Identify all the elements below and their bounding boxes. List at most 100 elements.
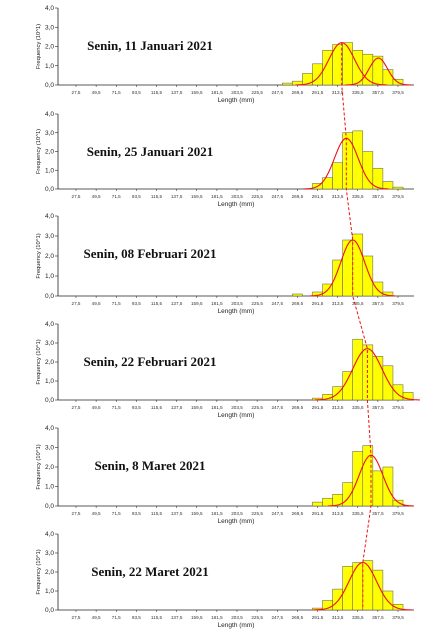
histogram-bar [392,384,404,401]
x-tick-label: 269,5 [292,405,304,410]
y-tick-label: 3,0 [45,130,54,137]
x-tick-label: 71,5 [112,194,121,199]
y-tick-label: 4,0 [45,111,54,118]
y-tick-label: 4,0 [45,425,54,432]
y-tick-label: 1,0 [45,378,54,385]
histogram-panel: 0,0 1,0 2,0 3,0 4,0 Frequency (10^1) 27,5 49,5 7… [36,321,420,419]
y-axis-label: Frequency (10^1) [36,129,42,174]
y-tick-label: 0,0 [45,293,54,300]
x-tick-label: 93,5 [132,615,141,620]
x-tick-label: 71,5 [112,301,121,306]
x-tick-label: 203,5 [231,405,243,410]
histogram-bar [362,255,374,297]
histogram-panel: 0,0 1,0 2,0 3,0 4,0 Frequency (10^1) 27,5 49,5 7… [36,425,414,525]
y-axis-label: Frequency (10^1) [36,444,42,489]
x-tick-label: 357,5 [372,405,384,410]
x-tick-label: 335,5 [352,194,364,199]
x-tick-label: 225,5 [251,511,263,516]
x-tick-label: 49,5 [92,405,101,410]
x-tick-label: 357,5 [372,90,384,95]
histogram-bar [372,356,384,401]
x-tick-label: 49,5 [92,194,101,199]
x-tick-label: 313,5 [332,194,344,199]
y-tick-label: 2,0 [45,44,54,51]
x-tick-label: 203,5 [231,90,243,95]
histogram-bar [342,132,353,190]
x-tick-label: 137,5 [171,511,183,516]
x-tick-label: 313,5 [332,301,344,306]
x-tick-label: 379,5 [392,194,404,199]
x-tick-label: 335,5 [352,615,364,620]
x-tick-label: 159,5 [191,615,203,620]
x-tick-label: 49,5 [92,615,101,620]
x-tick-label: 181,5 [211,90,223,95]
x-tick-label: 181,5 [211,511,223,516]
y-tick-label: 0,0 [45,186,54,193]
x-tick-label: 27,5 [72,405,81,410]
x-tick-label: 27,5 [72,615,81,620]
x-tick-label: 203,5 [231,615,243,620]
histogram-bar [372,281,384,297]
x-tick-label: 291,5 [312,90,324,95]
x-tick-label: 71,5 [112,511,121,516]
histogram-bar [322,497,333,507]
x-tick-label: 93,5 [132,405,141,410]
histogram-bar [372,470,384,507]
normal-fit-curve [313,561,413,611]
histogram-bar [292,293,303,297]
x-tick-label: 49,5 [92,90,101,95]
x-tick-label: 71,5 [112,615,121,620]
x-tick-label: 93,5 [132,301,141,306]
normal-fit-curve [345,57,412,86]
x-tick-label: 313,5 [332,511,344,516]
y-tick-label: 1,0 [45,588,54,595]
histogram-bar [352,130,364,190]
histogram-bar [362,560,374,611]
x-axis-label: Length (mm) [218,97,255,104]
x-tick-label: 247,5 [272,615,284,620]
x-tick-label: 291,5 [312,511,324,516]
x-tick-label: 225,5 [251,615,263,620]
panel-title: Senin, 22 Maret 2021 [91,564,208,579]
histogram-panel: 0,0 1,0 2,0 3,0 4,0 Frequency (10^1) 27,5 49,5 7… [36,111,414,208]
y-tick-label: 4,0 [45,213,54,220]
x-tick-label: 159,5 [191,405,203,410]
histogram-bar [392,499,404,507]
x-tick-label: 71,5 [112,90,121,95]
x-tick-label: 379,5 [392,301,404,306]
x-tick-label: 247,5 [272,301,284,306]
histogram-bar [312,501,323,507]
histogram-bar [402,392,414,401]
y-tick-label: 2,0 [45,253,54,260]
x-tick-label: 137,5 [171,405,183,410]
y-tick-label: 3,0 [45,550,54,557]
x-tick-label: 379,5 [392,405,404,410]
histogram-bar [392,186,404,190]
x-tick-label: 269,5 [292,615,304,620]
y-tick-label: 3,0 [45,233,54,240]
x-tick-label: 115,5 [151,194,163,199]
y-tick-label: 2,0 [45,149,54,156]
x-tick-label: 115,5 [151,615,163,620]
panel-title: Senin, 22 Februari 2021 [84,354,217,369]
x-tick-label: 203,5 [231,511,243,516]
y-axis-label: Frequency (10^1) [36,339,42,384]
x-tick-label: 357,5 [372,615,384,620]
histogram-bar [342,566,353,611]
x-tick-label: 291,5 [312,194,324,199]
y-axis-label: Frequency (10^1) [36,549,42,594]
x-axis-label: Length (mm) [218,412,255,419]
x-tick-label: 247,5 [272,511,284,516]
histogram-bar [382,365,394,401]
x-tick-label: 27,5 [72,301,81,306]
x-axis-label: Length (mm) [218,622,255,629]
x-tick-label: 137,5 [171,194,183,199]
x-tick-label: 247,5 [272,194,284,199]
x-tick-label: 159,5 [191,301,203,306]
x-tick-label: 93,5 [132,90,141,95]
x-tick-label: 115,5 [151,511,163,516]
x-tick-label: 27,5 [72,90,81,95]
histogram-bar [282,82,293,86]
x-tick-label: 203,5 [231,194,243,199]
